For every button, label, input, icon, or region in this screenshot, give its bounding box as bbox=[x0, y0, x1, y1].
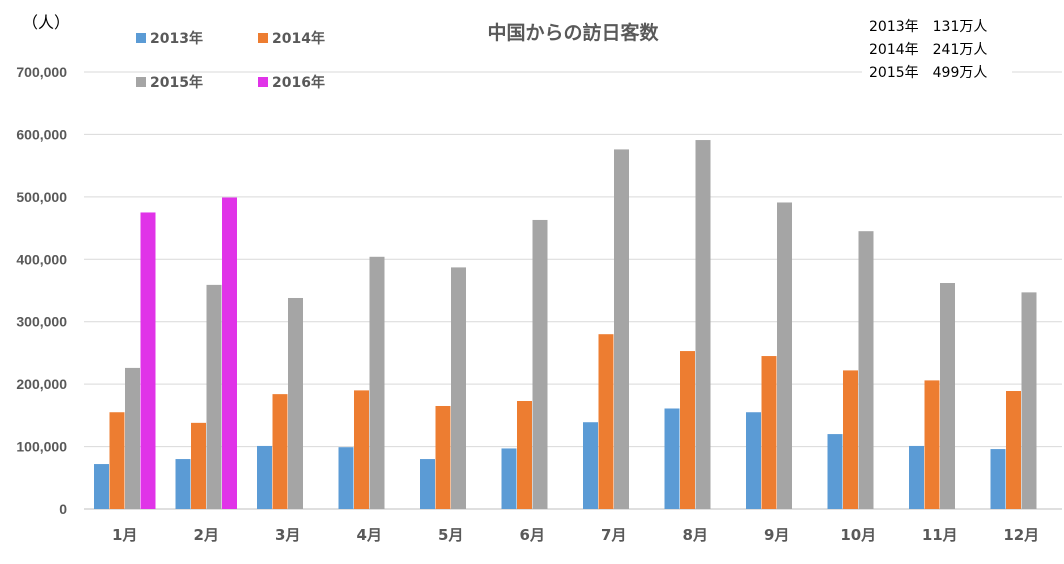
y-tick-label: 300,000 bbox=[16, 314, 67, 330]
y-tick-label: 200,000 bbox=[16, 376, 67, 392]
bar bbox=[777, 202, 792, 509]
bar bbox=[257, 445, 272, 509]
x-tick-label: 12月 bbox=[1003, 526, 1039, 544]
legend-label: 2013年 bbox=[150, 30, 203, 47]
bar bbox=[191, 422, 206, 509]
bar bbox=[583, 422, 598, 509]
x-tick-label: 9月 bbox=[764, 526, 789, 544]
bar bbox=[272, 394, 288, 509]
bar bbox=[222, 197, 237, 509]
bar bbox=[695, 140, 711, 509]
legend-label: 2016年 bbox=[272, 74, 325, 91]
y-tick-label: 600,000 bbox=[16, 126, 67, 142]
y-tick-label: 500,000 bbox=[16, 189, 67, 205]
total-annotations: 2013年 131万人 2014年 241万人 2015年 499万人 bbox=[862, 12, 1012, 88]
bar bbox=[614, 149, 629, 509]
x-tick-label: 10月 bbox=[840, 526, 876, 544]
bar bbox=[827, 434, 843, 509]
bar bbox=[990, 449, 1006, 509]
bar bbox=[140, 212, 156, 509]
annotation-box bbox=[862, 12, 1012, 88]
y-tick-label: 100,000 bbox=[16, 439, 67, 455]
bar bbox=[909, 445, 924, 509]
bar bbox=[843, 370, 858, 509]
bar bbox=[664, 408, 680, 509]
x-tick-label: 2月 bbox=[194, 526, 219, 544]
bar bbox=[746, 412, 761, 509]
x-axis-ticks: 1月 2月 3月 4月 5月 6月 7月 8月 9月 10月 11月 12月 bbox=[112, 526, 1039, 544]
bar bbox=[501, 448, 517, 509]
bar bbox=[598, 334, 614, 509]
x-tick-label: 4月 bbox=[357, 526, 382, 544]
bar bbox=[354, 390, 369, 509]
y-tick-label: 400,000 bbox=[16, 251, 67, 267]
legend-swatch bbox=[258, 33, 268, 43]
y-axis-ticks: 0 100,000 200,000 300,000 400,000 500,000 600,… bbox=[16, 64, 67, 517]
bar bbox=[1006, 391, 1021, 509]
legend-swatch bbox=[136, 33, 146, 43]
x-tick-label: 6月 bbox=[520, 526, 545, 544]
bar bbox=[94, 464, 109, 509]
annotation-line: 2013年 131万人 bbox=[869, 19, 987, 35]
x-tick-label: 1月 bbox=[112, 526, 137, 544]
bar bbox=[338, 447, 354, 509]
x-tick-label: 5月 bbox=[438, 526, 463, 544]
bar bbox=[1021, 292, 1037, 509]
annotation-line: 2015年 499万人 bbox=[869, 65, 987, 81]
bar bbox=[761, 356, 777, 509]
gridlines bbox=[84, 71, 1062, 510]
bar bbox=[924, 380, 940, 509]
bar bbox=[420, 459, 435, 509]
x-tick-label: 11月 bbox=[922, 526, 958, 544]
legend: 2013年 2014年 2015年 2016年 bbox=[136, 30, 325, 91]
bar bbox=[532, 219, 548, 509]
legend-swatch bbox=[258, 77, 268, 87]
bar bbox=[858, 231, 874, 509]
x-tick-label: 8月 bbox=[683, 526, 708, 544]
bar bbox=[435, 405, 451, 509]
bar bbox=[940, 283, 955, 509]
legend-label: 2015年 bbox=[150, 74, 203, 91]
bar bbox=[451, 267, 466, 509]
y-tick-label: 0 bbox=[59, 501, 67, 517]
annotation-line: 2014年 241万人 bbox=[869, 42, 987, 58]
legend-swatch bbox=[136, 77, 146, 87]
bar bbox=[175, 459, 191, 509]
bar bbox=[369, 256, 385, 509]
y-tick-label: 700,000 bbox=[16, 64, 67, 80]
bar bbox=[517, 400, 532, 509]
bar bbox=[680, 351, 695, 509]
bars bbox=[94, 140, 1037, 509]
bar bbox=[125, 367, 140, 509]
x-tick-label: 7月 bbox=[601, 526, 626, 544]
bar bbox=[109, 412, 125, 509]
legend-label: 2014年 bbox=[272, 30, 325, 47]
bar bbox=[288, 297, 303, 509]
x-tick-label: 3月 bbox=[275, 526, 300, 544]
bar bbox=[206, 284, 222, 509]
y-axis-unit: （人） bbox=[22, 13, 70, 32]
chart-title: 中国からの訪日客数 bbox=[487, 21, 659, 44]
